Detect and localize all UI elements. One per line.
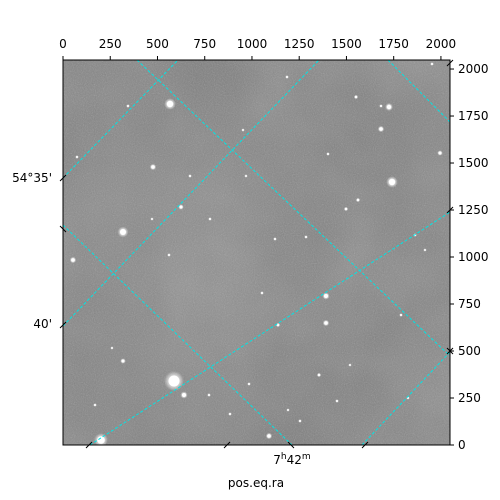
coordinate-grid	[63, 60, 450, 445]
top-tick-label: 1750	[378, 37, 409, 51]
grid-line	[136, 60, 450, 357]
star	[287, 409, 289, 411]
top-tick-label: 500	[146, 37, 169, 51]
grid-line	[89, 211, 450, 445]
star	[438, 151, 442, 155]
star	[327, 153, 329, 155]
left-world-axis: 54°35' 40'	[12, 171, 67, 331]
grid-line	[63, 224, 293, 445]
star	[356, 198, 360, 202]
star	[94, 404, 96, 406]
right-tick-label: 500	[458, 344, 481, 358]
star	[248, 383, 250, 385]
star	[354, 95, 358, 99]
star-field	[69, 62, 443, 445]
top-tick-label: 1500	[331, 37, 362, 51]
star	[324, 321, 328, 325]
star	[242, 129, 244, 131]
sky-image	[63, 60, 450, 445]
ra-axis-title: pos.eq.ra	[228, 476, 284, 490]
star	[276, 323, 280, 327]
star	[151, 165, 155, 169]
right-world-ticks	[446, 59, 454, 355]
grid-line	[63, 60, 179, 179]
star	[380, 105, 382, 107]
star	[179, 205, 183, 209]
ra-tick-label: 7h42m	[273, 452, 310, 467]
top-tick-label: 2000	[426, 37, 457, 51]
star	[151, 218, 153, 220]
star	[386, 104, 392, 110]
top-tick-label: 1000	[237, 37, 268, 51]
star	[336, 400, 338, 402]
star	[121, 359, 125, 363]
star	[127, 105, 129, 107]
star	[209, 218, 211, 220]
star	[208, 394, 210, 396]
star	[168, 375, 180, 387]
top-tick-label: 250	[99, 37, 122, 51]
star	[349, 364, 351, 366]
star	[400, 314, 402, 316]
right-tick-label: 1750	[458, 109, 489, 123]
dec-tick-label-1: 54°35'	[12, 171, 52, 185]
star	[267, 434, 271, 438]
star	[168, 254, 170, 256]
right-tick-label: 1000	[458, 250, 489, 264]
star	[431, 63, 433, 65]
star	[245, 175, 247, 177]
top-tick-label: 750	[193, 37, 216, 51]
star	[274, 238, 276, 240]
dec-tick-label-2: 40'	[33, 317, 52, 331]
right-tick-label: 1250	[458, 203, 489, 217]
star	[229, 413, 231, 415]
star	[76, 156, 78, 158]
right-tick-label: 0	[458, 438, 466, 452]
right-pixel-axis: 0 250 500 750 1000 1250 1500 1750 2000	[450, 62, 489, 452]
top-tick-label: 1250	[284, 37, 315, 51]
grid-line	[361, 351, 450, 445]
right-tick-label: 250	[458, 391, 481, 405]
right-tick-label: 750	[458, 297, 481, 311]
star	[286, 76, 288, 78]
right-tick-label: 1500	[458, 156, 489, 170]
star	[344, 207, 348, 211]
star	[189, 175, 191, 177]
star	[317, 373, 321, 377]
star	[261, 292, 263, 294]
right-tick-label: 2000	[458, 62, 489, 76]
top-tick-label: 0	[59, 37, 67, 51]
top-pixel-axis: 0 250 500 750 1000 1250 1500 1750 2000	[59, 37, 456, 60]
star	[166, 100, 174, 108]
star	[305, 236, 307, 238]
star	[379, 127, 383, 131]
star	[120, 229, 126, 235]
star	[71, 258, 75, 262]
star	[424, 249, 426, 251]
bottom-world-axis: 7h42m pos.eq.ra	[85, 441, 369, 490]
plot-frame	[62, 59, 451, 446]
star	[299, 420, 301, 422]
star	[97, 436, 105, 444]
star	[324, 294, 328, 298]
star	[182, 393, 186, 397]
star	[388, 178, 396, 186]
star	[111, 347, 113, 349]
grid-line	[63, 60, 320, 327]
